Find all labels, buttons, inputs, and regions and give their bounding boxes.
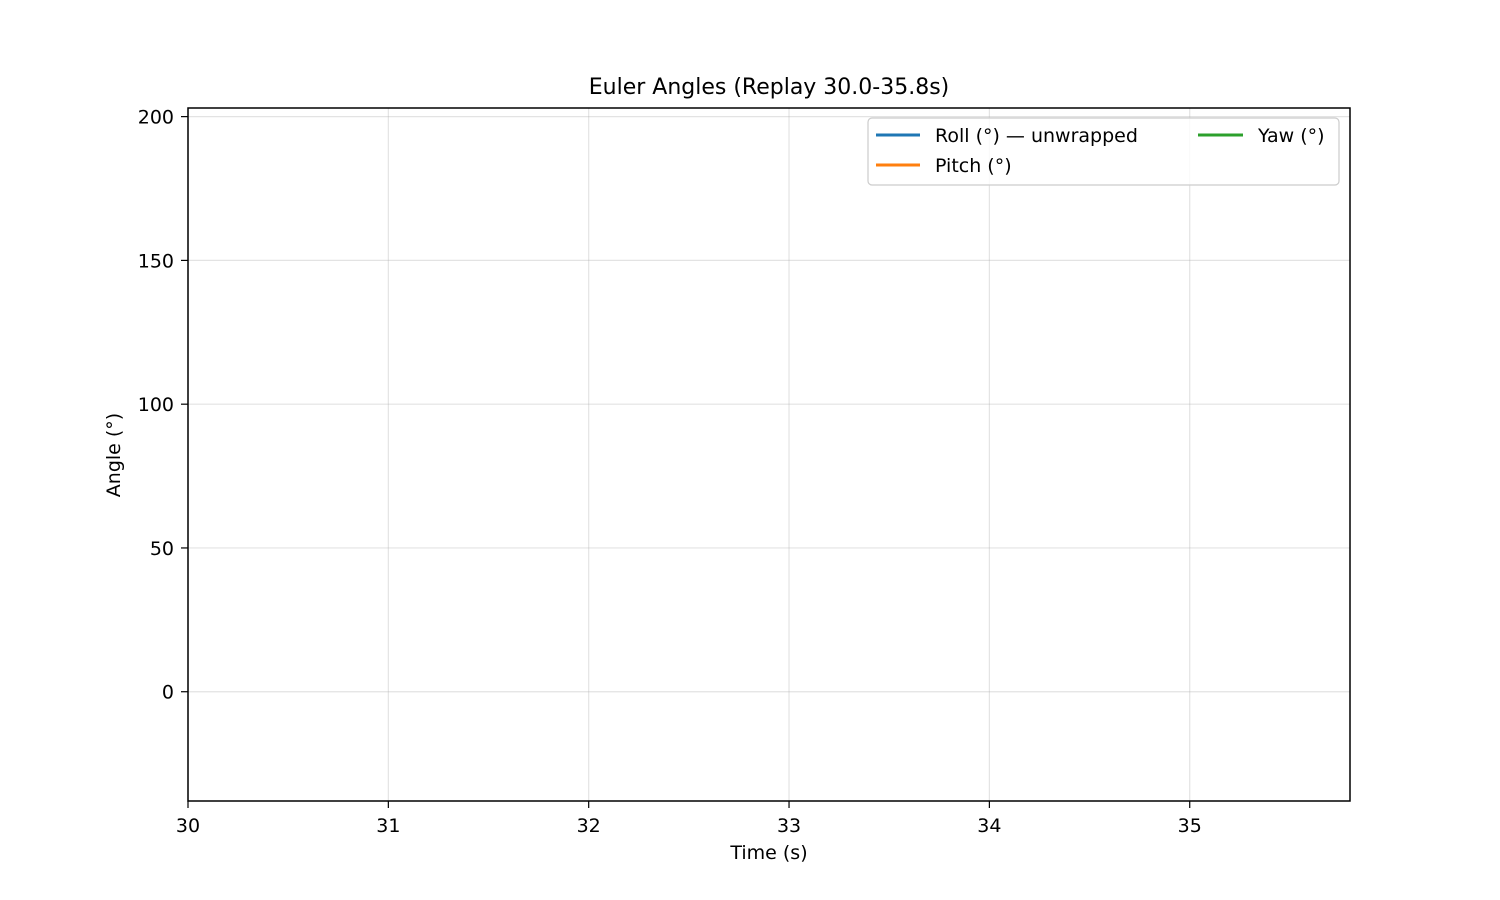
legend: Roll (°) — unwrapped Pitch (°) Yaw (°) bbox=[867, 117, 1340, 186]
x-axis-label: Time (s) bbox=[729, 842, 807, 864]
chart-title: Euler Angles (Replay 30.0-35.8s) bbox=[589, 75, 950, 100]
x-tick-label: 31 bbox=[376, 815, 400, 837]
y-tick-label: 150 bbox=[138, 250, 174, 272]
y-axis-label: Angle (°) bbox=[103, 413, 125, 497]
x-tick-label: 32 bbox=[577, 815, 601, 837]
y-tick-label: 100 bbox=[138, 394, 174, 416]
plot-frame bbox=[187, 107, 1351, 802]
x-tick-label: 30 bbox=[176, 815, 200, 837]
x-tick-label: 34 bbox=[977, 815, 1001, 837]
x-tick-label: 35 bbox=[1178, 815, 1202, 837]
y-tick-label: 50 bbox=[150, 538, 174, 560]
y-tick-label: 200 bbox=[138, 107, 174, 129]
legend-label-pitch: Pitch (°) bbox=[935, 155, 1012, 177]
plot-area bbox=[188, 108, 1350, 801]
legend-label-roll: Roll (°) — unwrapped bbox=[935, 125, 1138, 147]
x-tick-label: 33 bbox=[777, 815, 801, 837]
y-axis: 0 50 100 150 200 bbox=[138, 107, 188, 704]
y-tick-label: 0 bbox=[162, 682, 174, 704]
legend-label-yaw: Yaw (°) bbox=[1257, 125, 1325, 147]
x-axis: 30 31 32 33 34 35 bbox=[176, 801, 1202, 837]
grid-lines bbox=[187, 108, 1350, 801]
